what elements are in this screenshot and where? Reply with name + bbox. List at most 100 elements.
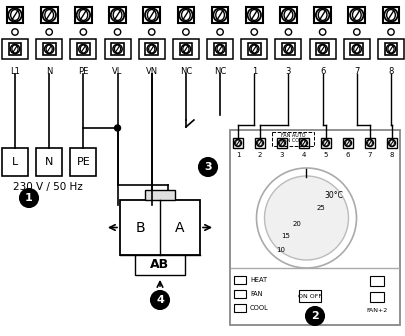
FancyBboxPatch shape xyxy=(9,43,21,55)
Text: N: N xyxy=(46,67,52,76)
Circle shape xyxy=(384,8,397,22)
Circle shape xyxy=(386,44,394,54)
FancyBboxPatch shape xyxy=(207,39,232,59)
FancyBboxPatch shape xyxy=(213,43,226,55)
Ellipse shape xyxy=(80,45,86,53)
FancyBboxPatch shape xyxy=(40,7,58,24)
FancyBboxPatch shape xyxy=(245,7,262,24)
Text: 6: 6 xyxy=(319,67,324,76)
Circle shape xyxy=(387,29,393,35)
FancyBboxPatch shape xyxy=(298,138,308,148)
Circle shape xyxy=(11,44,19,54)
Circle shape xyxy=(181,44,190,54)
Text: VL: VL xyxy=(112,67,122,76)
Ellipse shape xyxy=(46,45,52,53)
FancyBboxPatch shape xyxy=(275,39,301,59)
Text: 4: 4 xyxy=(156,295,164,305)
Circle shape xyxy=(256,139,263,146)
Text: FAN CONT: FAN CONT xyxy=(280,138,305,143)
Ellipse shape xyxy=(285,45,291,53)
Ellipse shape xyxy=(352,9,360,20)
Circle shape xyxy=(215,44,224,54)
Circle shape xyxy=(247,8,260,22)
Ellipse shape xyxy=(11,9,19,20)
Circle shape xyxy=(353,29,359,35)
FancyBboxPatch shape xyxy=(313,7,330,24)
Ellipse shape xyxy=(257,140,262,146)
FancyBboxPatch shape xyxy=(315,43,328,55)
Circle shape xyxy=(43,8,56,22)
Ellipse shape xyxy=(389,140,393,146)
Circle shape xyxy=(145,8,158,22)
FancyBboxPatch shape xyxy=(377,39,403,59)
Text: 4: 4 xyxy=(301,152,305,158)
Text: B: B xyxy=(135,220,145,235)
Text: 15: 15 xyxy=(281,233,290,239)
Text: L1: L1 xyxy=(10,67,20,76)
Circle shape xyxy=(322,139,329,146)
Circle shape xyxy=(45,44,54,54)
Circle shape xyxy=(249,44,258,54)
Circle shape xyxy=(351,44,360,54)
Circle shape xyxy=(315,8,328,22)
Circle shape xyxy=(8,8,21,22)
Ellipse shape xyxy=(182,45,188,53)
Text: 1: 1 xyxy=(251,67,256,76)
Ellipse shape xyxy=(249,9,258,20)
Ellipse shape xyxy=(12,45,18,53)
Ellipse shape xyxy=(45,9,53,20)
FancyBboxPatch shape xyxy=(36,148,62,176)
Ellipse shape xyxy=(367,140,371,146)
FancyBboxPatch shape xyxy=(177,7,194,24)
Circle shape xyxy=(349,8,362,22)
Ellipse shape xyxy=(345,140,350,146)
FancyBboxPatch shape xyxy=(364,138,374,148)
Text: 2: 2 xyxy=(257,152,262,158)
Ellipse shape xyxy=(387,45,393,53)
Text: 3: 3 xyxy=(285,67,290,76)
Ellipse shape xyxy=(323,140,328,146)
FancyBboxPatch shape xyxy=(77,43,90,55)
Circle shape xyxy=(250,29,257,35)
Circle shape xyxy=(366,139,373,146)
Ellipse shape xyxy=(301,140,306,146)
Text: N: N xyxy=(45,157,53,167)
FancyBboxPatch shape xyxy=(43,43,55,55)
Ellipse shape xyxy=(353,45,359,53)
Circle shape xyxy=(182,29,189,35)
Ellipse shape xyxy=(319,45,325,53)
Ellipse shape xyxy=(79,9,87,20)
FancyBboxPatch shape xyxy=(320,138,330,148)
Text: AB: AB xyxy=(150,258,169,271)
Text: 8: 8 xyxy=(387,67,393,76)
Circle shape xyxy=(300,139,307,146)
Ellipse shape xyxy=(181,9,190,20)
FancyBboxPatch shape xyxy=(241,39,266,59)
FancyBboxPatch shape xyxy=(36,39,62,59)
FancyBboxPatch shape xyxy=(135,255,185,275)
Text: NC: NC xyxy=(213,67,226,76)
FancyBboxPatch shape xyxy=(111,43,124,55)
Ellipse shape xyxy=(114,45,120,53)
Circle shape xyxy=(151,291,168,309)
Circle shape xyxy=(264,176,347,260)
Circle shape xyxy=(281,8,294,22)
FancyBboxPatch shape xyxy=(386,138,396,148)
FancyBboxPatch shape xyxy=(75,7,92,24)
Text: 3: 3 xyxy=(279,152,283,158)
FancyBboxPatch shape xyxy=(211,7,228,24)
FancyBboxPatch shape xyxy=(369,292,383,302)
FancyBboxPatch shape xyxy=(0,37,405,61)
Circle shape xyxy=(77,8,90,22)
FancyBboxPatch shape xyxy=(143,7,160,24)
Circle shape xyxy=(388,139,394,146)
Ellipse shape xyxy=(217,45,223,53)
Ellipse shape xyxy=(251,45,257,53)
Ellipse shape xyxy=(284,9,292,20)
FancyBboxPatch shape xyxy=(104,39,130,59)
Text: 10: 10 xyxy=(276,247,285,253)
Circle shape xyxy=(148,29,155,35)
Circle shape xyxy=(234,139,241,146)
FancyBboxPatch shape xyxy=(2,148,28,176)
FancyBboxPatch shape xyxy=(233,276,245,284)
